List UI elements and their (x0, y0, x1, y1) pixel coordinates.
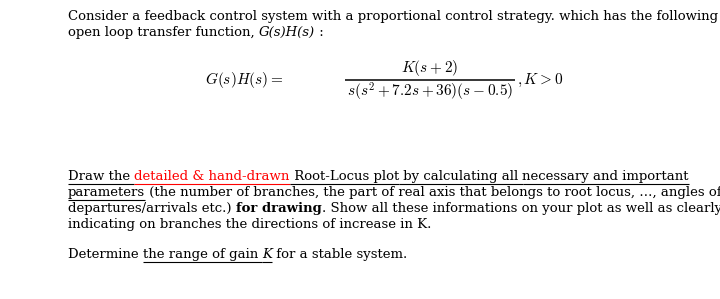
Text: $G(s)H(s) =$: $G(s)H(s) =$ (205, 70, 284, 90)
Text: $s(s^{2}+7.2s+36)(s-0.5)$: $s(s^{2}+7.2s+36)(s-0.5)$ (347, 81, 513, 103)
Text: (the number of branches, the part of real axis that belongs to root locus, …, an: (the number of branches, the part of rea… (145, 186, 720, 199)
Text: . Show all these informations on your plot as well as clearly: . Show all these informations on your pl… (322, 202, 720, 215)
Text: K: K (262, 248, 272, 261)
Text: open loop transfer function,: open loop transfer function, (68, 26, 259, 39)
Text: Consider a feedback control system with a proportional control strategy. which h: Consider a feedback control system with … (68, 10, 718, 23)
Text: $,K>0$: $,K>0$ (517, 71, 563, 89)
Text: :: : (315, 26, 324, 39)
Text: G(s)H(s): G(s)H(s) (259, 26, 315, 39)
Text: Draw the: Draw the (68, 170, 135, 183)
Text: $K(s+2)$: $K(s+2)$ (401, 58, 459, 78)
Text: Determine: Determine (68, 248, 143, 261)
Text: the range of gain: the range of gain (143, 248, 262, 261)
Text: for drawing: for drawing (235, 202, 322, 215)
Text: indicating on branches the directions of increase in K.: indicating on branches the directions of… (68, 218, 431, 231)
Text: detailed & hand-drawn: detailed & hand-drawn (135, 170, 289, 183)
Text: necessary and important: necessary and important (523, 170, 689, 183)
Text: parameters: parameters (68, 186, 145, 199)
Text: departures/arrivals etc.): departures/arrivals etc.) (68, 202, 235, 215)
Text: for a stable system.: for a stable system. (272, 248, 408, 261)
Text: by calculating all: by calculating all (399, 170, 523, 183)
Text: Root-Locus plot: Root-Locus plot (289, 170, 399, 183)
